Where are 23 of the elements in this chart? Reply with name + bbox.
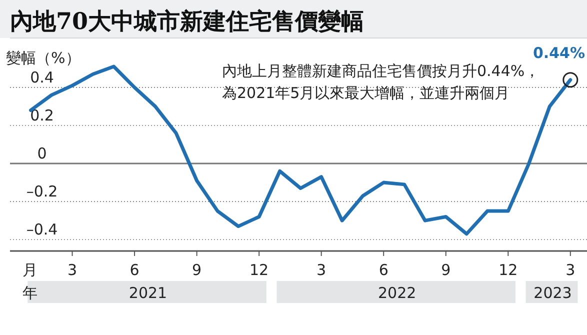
y-tick-label: 0.2 — [30, 106, 54, 124]
annotation: 內地上月整體新建商品住宅售價按月升0.44%，為2021年5月以來最大增幅，並連升兩個月 — [222, 62, 540, 102]
text: 年 — [22, 284, 38, 302]
x-tick-label: 3 — [566, 261, 576, 279]
x-tick-label: 6 — [378, 261, 388, 279]
y-tick-label: –0.2 — [26, 182, 58, 201]
text: 2022 — [378, 284, 416, 302]
x-tick-label: 6 — [130, 261, 140, 279]
x-tick-label: 3 — [67, 261, 78, 279]
annotation: 0.44% — [532, 44, 585, 62]
y-tick-label: –0.4 — [26, 220, 58, 239]
y-tick-label: 0.4 — [30, 68, 54, 86]
x-tick-label: 9 — [192, 261, 202, 279]
x-tick-label: 12 — [250, 261, 269, 279]
x-tick-label: 3 — [316, 261, 326, 279]
x-axis-title: 月 — [22, 261, 38, 279]
chart-title: 內地70大中城市新建住宅售價變幅 — [10, 8, 364, 35]
text: 2021 — [128, 284, 168, 302]
x-tick-label: 12 — [498, 261, 518, 279]
x-tick-label: 9 — [441, 261, 451, 279]
y-axis-title: 變幅（%） — [6, 49, 80, 67]
y-tick-label: 0 — [37, 144, 47, 163]
text: 2023 — [534, 284, 572, 302]
